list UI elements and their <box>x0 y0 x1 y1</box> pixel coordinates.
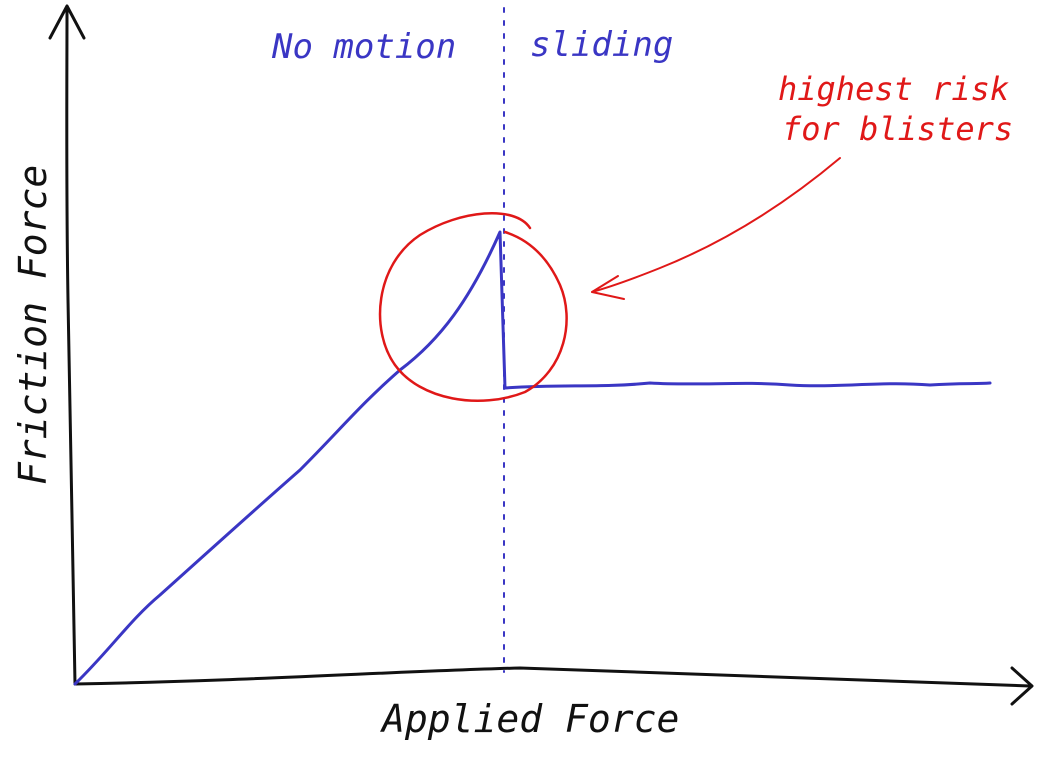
y-axis-line <box>65 6 77 686</box>
peak-highlight-circle <box>378 212 568 402</box>
annotation-arrow-line <box>591 157 841 293</box>
friction-curve <box>73 230 992 686</box>
annotation-line-2: for blisters <box>782 110 1013 148</box>
x-axis-label: Applied Force <box>380 697 679 741</box>
annotation-line-1: highest risk <box>778 70 1009 108</box>
x-axis-line <box>73 666 1032 688</box>
region-left-label: No motion <box>271 27 456 67</box>
axes <box>48 4 1034 706</box>
annotation-arrow-head <box>591 275 625 300</box>
region-right-label: sliding <box>530 25 673 65</box>
x-axis-arrowhead <box>1010 666 1034 706</box>
y-axis-label: Friction Force <box>11 165 55 485</box>
y-axis-arrowhead <box>48 4 86 40</box>
